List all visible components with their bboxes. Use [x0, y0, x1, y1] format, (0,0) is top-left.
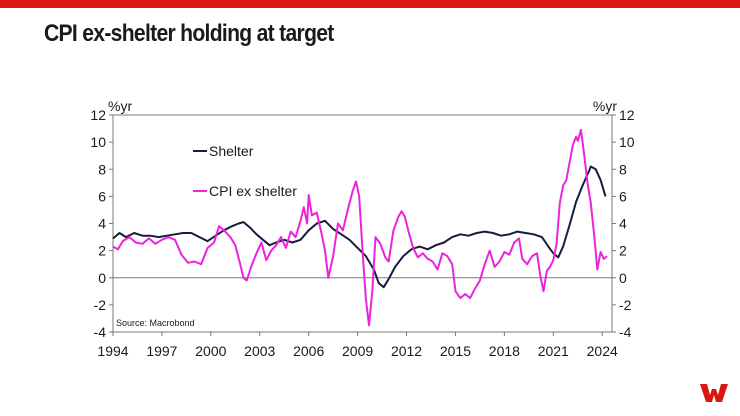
y-tick-label-left: 2 [98, 243, 106, 259]
y-tick-label-left: 12 [90, 107, 106, 123]
legend: Shelter CPI ex shelter [193, 143, 297, 199]
y-tick-label-right: 8 [619, 161, 627, 177]
top-brand-bar [0, 0, 740, 8]
y-tick-label-right: 0 [619, 270, 627, 286]
x-tick-label: 2012 [391, 343, 422, 359]
y-tick-label-left: 0 [98, 270, 106, 286]
legend-label: CPI ex shelter [209, 183, 297, 199]
plot-border [112, 114, 613, 333]
y-tick-label-right: 4 [619, 216, 627, 232]
y-tick-label-right: -2 [619, 297, 632, 313]
x-tick-label: 2024 [587, 343, 618, 359]
y-axis-label-right: %yr [593, 98, 617, 114]
y-tick-label-right: -4 [619, 324, 632, 340]
x-tick-label: 2021 [538, 343, 569, 359]
source-note: Source: Macrobond [116, 318, 195, 328]
y-tick-label-right: 6 [619, 188, 627, 204]
y-tick-label-left: -2 [94, 297, 107, 313]
x-tick-label: 2000 [195, 343, 226, 359]
series-line-cpi-ex-shelter [112, 128, 608, 327]
x-tick-label: 1997 [146, 343, 177, 359]
y-tick-label-left: 4 [98, 216, 106, 232]
axes: -4 -4 -2 -2 0 0 2 2 4 4 6 6 8 8 10 10 12 12 1994 1997 2000 20… [90, 107, 634, 359]
y-axis-label-left: %yr [108, 98, 132, 114]
series-layer [112, 128, 608, 327]
y-tick-label-right: 10 [619, 134, 635, 150]
series-line-shelter [112, 165, 607, 289]
legend-label: Shelter [209, 143, 254, 159]
x-tick-label: 2006 [293, 343, 324, 359]
y-tick-label-right: 12 [619, 107, 635, 123]
y-tick-label-left: 8 [98, 161, 106, 177]
slide-title: CPI ex-shelter holding at target [44, 20, 334, 47]
y-tick-label-left: -4 [94, 324, 107, 340]
y-tick-label-left: 10 [90, 134, 106, 150]
westpac-w-logo-icon [700, 384, 728, 402]
plot-area [112, 114, 613, 333]
x-tick-label: 2018 [489, 343, 520, 359]
x-tick-label: 2009 [342, 343, 373, 359]
y-tick-label-right: 2 [619, 243, 627, 259]
x-tick-label: 2015 [440, 343, 471, 359]
x-tick-label: 1994 [97, 343, 128, 359]
x-tick-label: 2003 [244, 343, 275, 359]
y-tick-label-left: 6 [98, 188, 106, 204]
